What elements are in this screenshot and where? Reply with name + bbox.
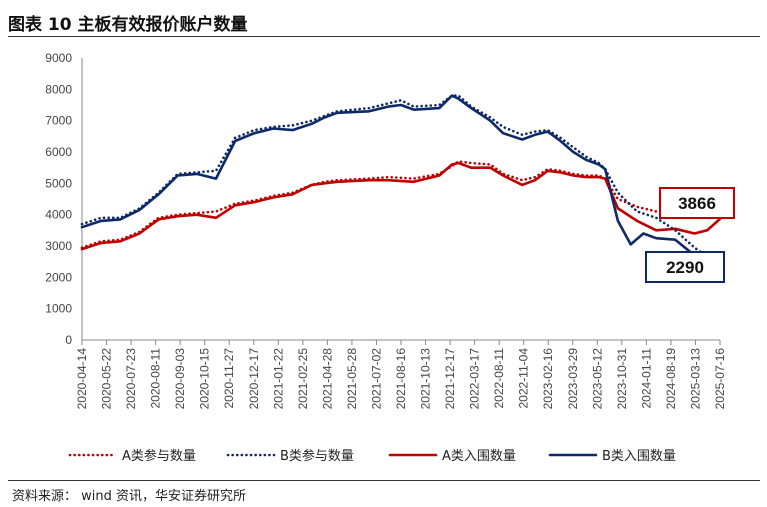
y-tick-label: 3000 — [45, 239, 72, 253]
x-tick-label: 2021-04-28 — [320, 348, 334, 410]
x-tick-label: 2020-10-15 — [198, 348, 212, 410]
x-tick-label: 2020-09-03 — [173, 348, 187, 410]
series-layer — [80, 94, 722, 270]
y-axis: 0 1000 2000 3000 4000 5000 6000 7000 8000 9000 — [45, 51, 83, 347]
y-tick-label: 1000 — [45, 302, 72, 316]
callout-box-1 — [659, 187, 735, 219]
x-tick-label: 2024-08-19 — [664, 348, 678, 410]
x-tick-label: 2023-05-12 — [590, 348, 604, 410]
x-tick-label: 2022-03-17 — [468, 348, 482, 410]
callout-label-1: 3866 — [678, 194, 716, 213]
chart-title: 图表 10 主板有效报价账户数量 — [8, 15, 248, 35]
x-tick-label: 2021-01-22 — [271, 348, 285, 410]
y-tick-label: 8000 — [45, 82, 72, 96]
y-tick-label: 2000 — [45, 270, 72, 284]
x-tick-label: 2022-11-04 — [517, 348, 531, 409]
x-tick-label: 2020-08-11 — [149, 348, 163, 409]
x-tick-label: 2021-02-25 — [296, 348, 310, 410]
x-tick-label: 2021-05-28 — [345, 348, 359, 410]
footer-rule — [8, 480, 760, 481]
x-tick-label: 2020-11-27 — [222, 348, 236, 409]
source-note: 资料来源： wind 资讯，华安证券研究所 — [12, 489, 247, 504]
x-tick-label: 2023-02-16 — [541, 348, 555, 410]
legend-label-2: B类参与数量 — [280, 448, 354, 464]
title-rule — [8, 36, 760, 37]
x-tick-label: 2023-03-29 — [566, 348, 580, 410]
series-line-2 — [80, 94, 722, 265]
x-tick-label: 2020-07-23 — [124, 348, 138, 410]
y-tick-label: 7000 — [45, 114, 72, 128]
line-chart: 0 1000 2000 3000 4000 5000 6000 7000 8000 9000 20… — [45, 51, 735, 464]
callouts: 3866 2290 — [645, 187, 735, 283]
x-tick-label: 2021-08-16 — [394, 348, 408, 410]
y-tick-label: 9000 — [45, 51, 72, 65]
x-tick-label: 2020-04-14 — [75, 348, 89, 410]
x-axis: 2020-04-14 2020-05-22 2020-07-23 2020-08-11… — [75, 339, 727, 410]
x-tick-label: 2021-10-13 — [419, 348, 433, 410]
x-tick-label: 2021-12-17 — [443, 348, 457, 410]
series-line-1 — [80, 160, 722, 249]
title-bar: 图表 10 主板有效报价账户数量 — [8, 6, 760, 37]
x-tick-label: 2020-12-17 — [247, 348, 261, 410]
x-tick-label: 2025-07-16 — [713, 348, 727, 410]
x-tick-label: 2020-05-22 — [100, 348, 114, 410]
x-tick-label: 2023-10-31 — [615, 348, 629, 410]
y-tick-label: 6000 — [45, 145, 72, 159]
x-tick-label: 2021-07-02 — [369, 348, 383, 410]
y-tick-label: 5000 — [45, 176, 72, 190]
callout-label-2: 2290 — [666, 258, 704, 277]
x-tick-label: 2022-08-11 — [492, 348, 506, 409]
x-tick-label: 2024-01-11 — [639, 348, 653, 409]
legend-label-1: A类参与数量 — [122, 448, 196, 464]
x-tick-label: 2025-03-13 — [688, 348, 702, 410]
callout-box-2 — [645, 251, 725, 283]
y-tick-label: 4000 — [45, 208, 72, 222]
y-tick-label: 0 — [65, 333, 72, 347]
legend-label-3: A类入围数量 — [442, 449, 516, 464]
legend: A类参与数量 B类参与数量 A类入围数量 B类入围数量 — [68, 448, 676, 464]
legend-label-4: B类入围数量 — [602, 449, 676, 464]
